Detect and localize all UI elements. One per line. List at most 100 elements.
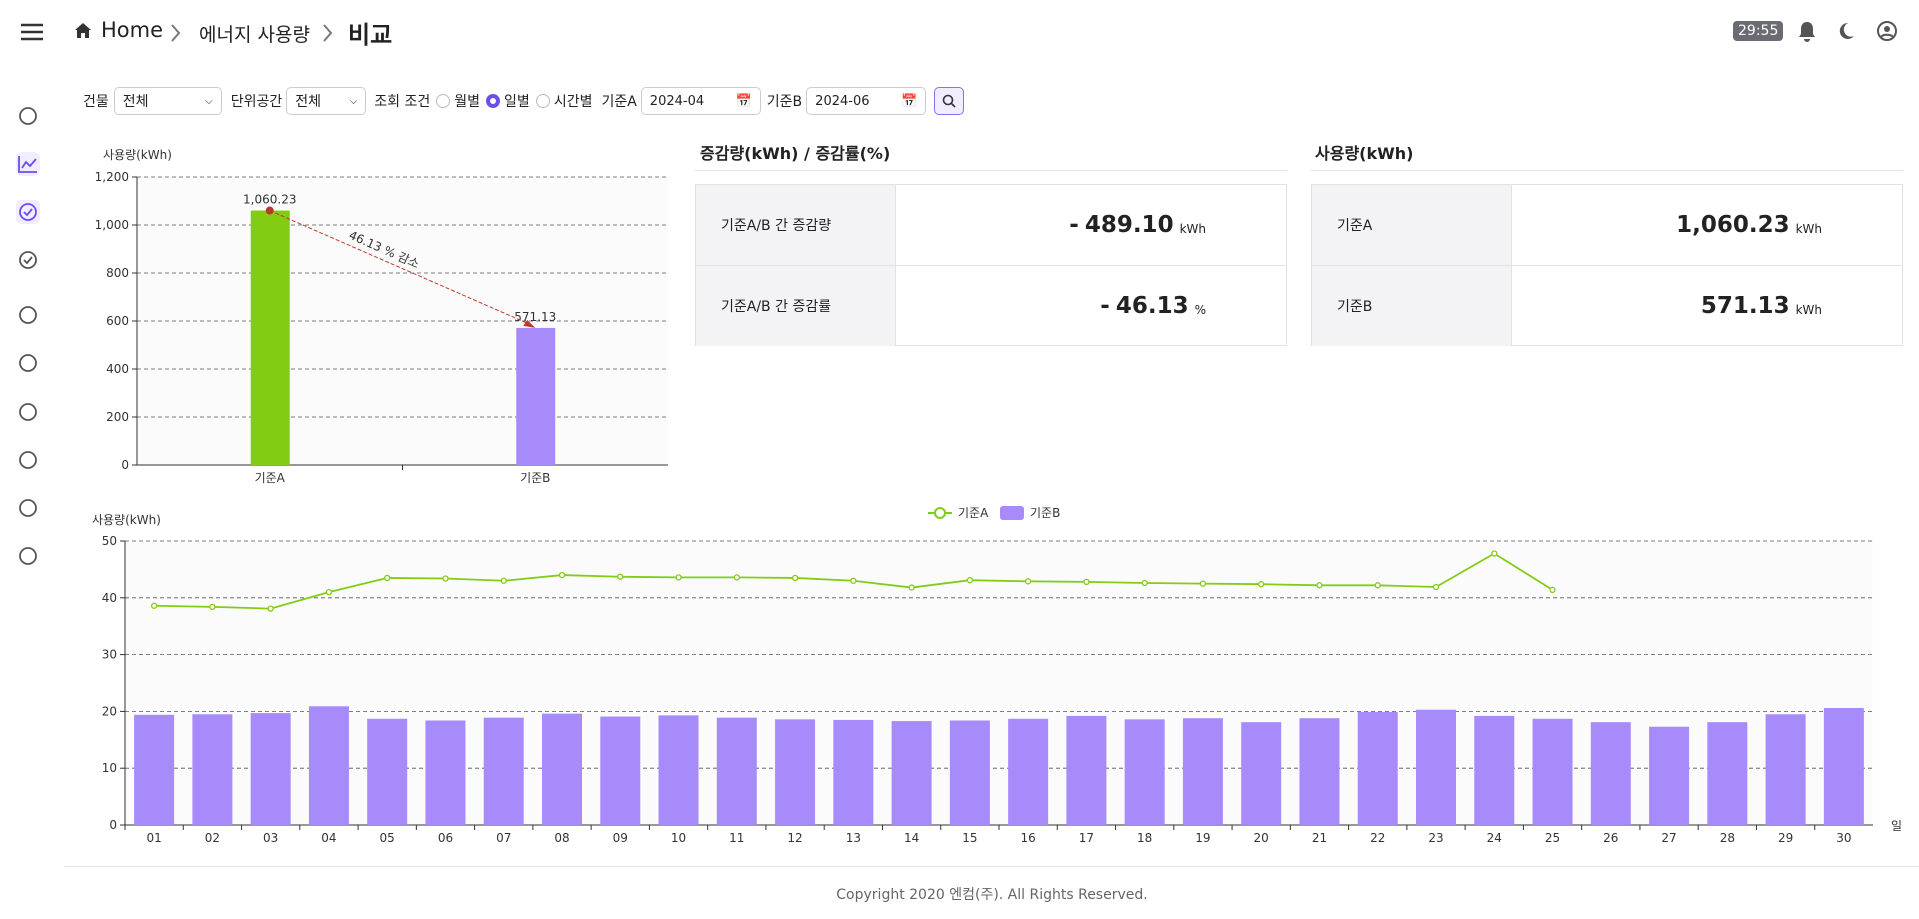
building-select[interactable]: 전체 ⌵ bbox=[113, 87, 222, 115]
x-tick-label: 30 bbox=[1836, 831, 1851, 843]
y-tick-label: 600 bbox=[106, 314, 129, 328]
session-timer: 29:55 bbox=[1733, 21, 1784, 41]
bar bbox=[949, 720, 990, 825]
date-value: 2024-04 bbox=[649, 93, 705, 109]
nav-icon[interactable] bbox=[16, 303, 40, 327]
bar bbox=[1182, 718, 1223, 825]
x-tick-label: 20 bbox=[1254, 831, 1269, 843]
line-point bbox=[1549, 586, 1556, 593]
x-tick-label: 21 bbox=[1312, 831, 1327, 843]
y-tick-label: 400 bbox=[106, 362, 129, 376]
bar bbox=[367, 718, 408, 825]
radio[interactable] bbox=[436, 94, 451, 108]
nav-icon[interactable] bbox=[16, 152, 40, 176]
line-point bbox=[733, 574, 740, 581]
line-point bbox=[1141, 579, 1148, 587]
user-icon[interactable] bbox=[1876, 20, 1898, 42]
bar bbox=[192, 714, 233, 825]
bar bbox=[1241, 722, 1282, 825]
line-point bbox=[966, 577, 974, 584]
breadcrumb[interactable]: Home bbox=[101, 18, 164, 42]
y-axis-label: 사용량(kWh) bbox=[103, 148, 172, 162]
y-tick-label: 40 bbox=[102, 591, 117, 605]
nav-icon[interactable] bbox=[16, 104, 40, 128]
radio-label[interactable]: 월별 bbox=[454, 94, 481, 110]
line-point bbox=[675, 574, 682, 581]
nav-icon[interactable] bbox=[16, 200, 40, 224]
x-tick-label: 기준B bbox=[520, 471, 550, 485]
line-point bbox=[325, 588, 333, 596]
radio-label[interactable]: 일별 bbox=[504, 94, 530, 110]
date-a-input[interactable]: 2024-04 📅 bbox=[640, 87, 761, 115]
y-axis-label: 사용량(kWh) bbox=[92, 513, 161, 527]
nav-icon[interactable] bbox=[16, 448, 40, 472]
breadcrumb[interactable]: 에너지 사용량 bbox=[199, 24, 310, 46]
x-tick-label: 24 bbox=[1487, 831, 1502, 843]
space-select[interactable]: 전체 ⌵ bbox=[286, 87, 367, 115]
row-label: 기준A bbox=[1312, 185, 1512, 265]
unit: kWh bbox=[1795, 303, 1822, 317]
nav-icon[interactable] bbox=[16, 496, 40, 520]
radio[interactable] bbox=[486, 94, 501, 108]
bar bbox=[250, 210, 290, 465]
y-tick-label: 1,000 bbox=[95, 218, 129, 232]
filter-label: 단위공간 bbox=[230, 94, 283, 110]
bar bbox=[1823, 707, 1864, 825]
line-point bbox=[1199, 580, 1207, 587]
x-tick-label: 01 bbox=[146, 831, 161, 843]
row-label: 기준A/B 간 증감량 bbox=[696, 185, 896, 265]
notification-icon[interactable] bbox=[1796, 20, 1818, 42]
search-button[interactable] bbox=[934, 87, 965, 115]
y-tick-label: 0 bbox=[121, 458, 129, 472]
bar bbox=[1707, 722, 1748, 825]
condition-radios: 월별 일별 시간별 bbox=[430, 91, 592, 111]
menu-button[interactable] bbox=[20, 22, 44, 42]
x-tick-label: 22 bbox=[1370, 831, 1385, 843]
bar bbox=[308, 706, 349, 825]
data-label: 1,060.23 bbox=[243, 193, 296, 207]
filter-label: 건물 bbox=[83, 94, 109, 110]
sign: - bbox=[1100, 293, 1110, 319]
bar bbox=[1474, 715, 1515, 825]
value: 571.13 bbox=[1700, 293, 1790, 319]
divider bbox=[695, 170, 1287, 171]
bar bbox=[600, 716, 641, 825]
x-tick-label: 03 bbox=[263, 831, 278, 843]
line-point bbox=[500, 577, 507, 584]
x-tick-label: 02 bbox=[205, 831, 220, 843]
y-tick-label: 30 bbox=[102, 648, 117, 662]
value: 489.10 bbox=[1084, 212, 1174, 238]
line-point bbox=[1024, 578, 1032, 585]
theme-icon[interactable] bbox=[1836, 21, 1856, 41]
line-point bbox=[1491, 550, 1498, 557]
bar bbox=[250, 713, 291, 825]
value: 1,060.23 bbox=[1676, 212, 1790, 238]
x-tick-label: 11 bbox=[729, 831, 744, 843]
line-point bbox=[791, 574, 799, 582]
x-tick-label: 14 bbox=[904, 831, 919, 843]
bar bbox=[1066, 715, 1107, 825]
nav-icon[interactable] bbox=[16, 544, 40, 568]
bar bbox=[1124, 719, 1165, 825]
plot-background bbox=[125, 541, 1873, 825]
bar bbox=[1765, 714, 1806, 825]
footer-divider bbox=[64, 866, 1919, 867]
bar bbox=[716, 717, 757, 825]
x-axis-label: 일 bbox=[1891, 819, 1902, 833]
bar bbox=[775, 719, 816, 825]
nav-icon[interactable] bbox=[16, 351, 40, 375]
radio-label[interactable]: 시간별 bbox=[553, 94, 593, 110]
x-tick-label: 19 bbox=[1195, 831, 1210, 843]
bar bbox=[891, 721, 932, 825]
legend-swatch bbox=[934, 507, 946, 519]
y-tick-label: 0 bbox=[109, 818, 117, 832]
bar bbox=[134, 714, 175, 825]
select-value: 전체 bbox=[122, 94, 149, 110]
radio[interactable] bbox=[535, 94, 550, 108]
data-label: 571.13 bbox=[514, 310, 556, 324]
nav-icon[interactable] bbox=[16, 400, 40, 424]
x-tick-label: 06 bbox=[438, 831, 453, 843]
nav-icon[interactable] bbox=[16, 248, 40, 272]
bar bbox=[1416, 709, 1456, 825]
date-b-input[interactable]: 2024-06 📅 bbox=[806, 87, 927, 115]
